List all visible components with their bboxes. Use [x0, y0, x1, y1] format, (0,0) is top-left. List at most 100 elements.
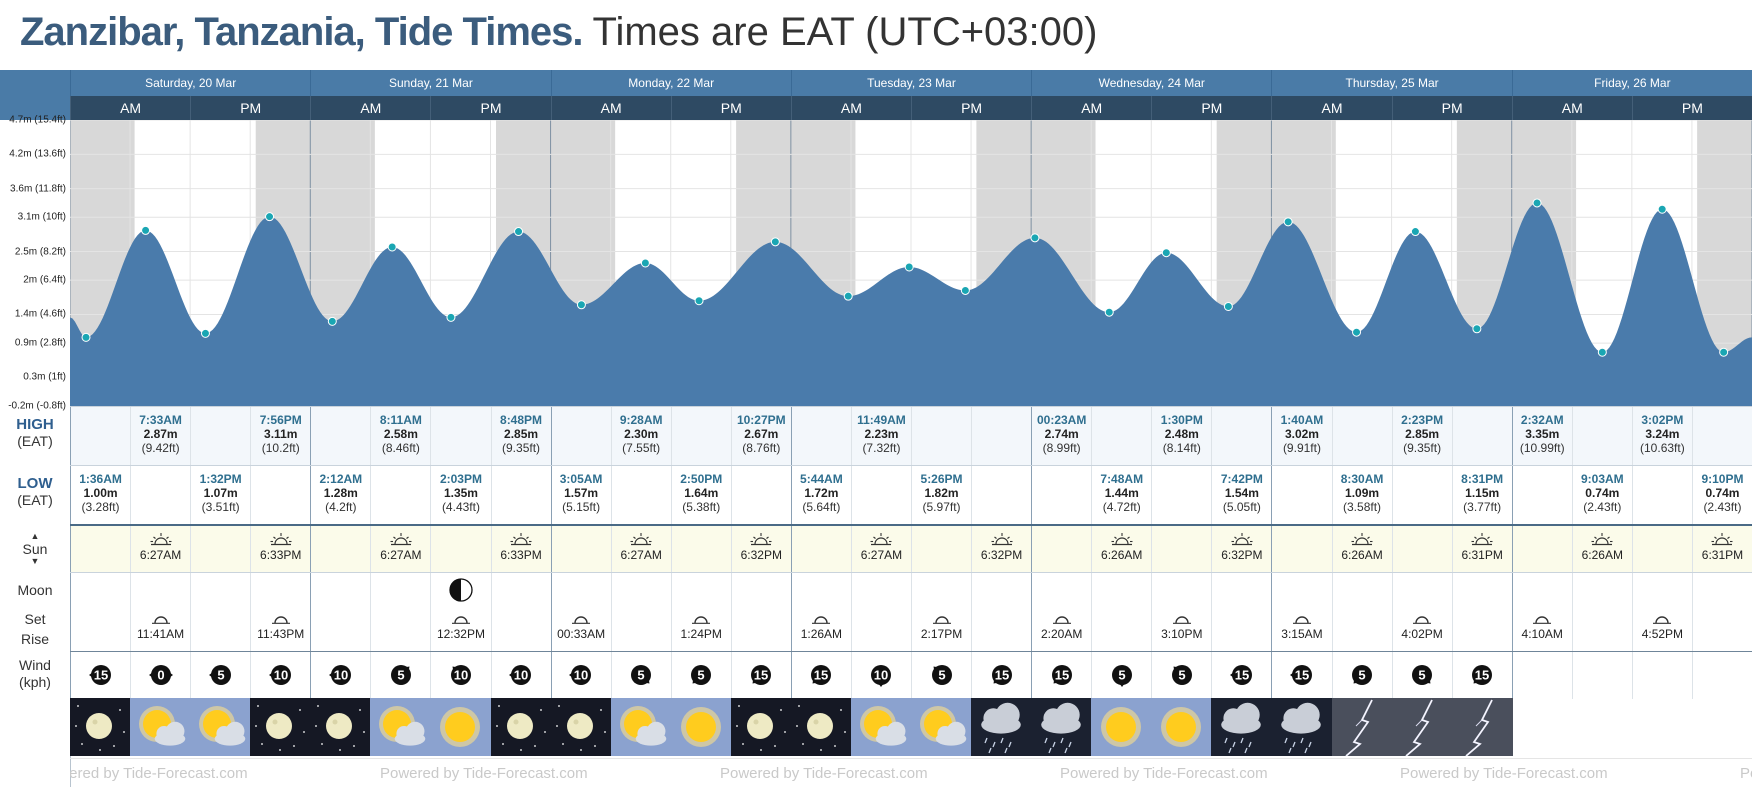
moon-rise-label: Rise [20, 631, 49, 647]
moon-set-entry: 3:15AM [1272, 613, 1331, 641]
ampm-header: AM [1511, 96, 1632, 120]
wind-speed-text: 5 [638, 668, 645, 683]
y-tick-label: 0.3m (1ft) [23, 371, 66, 383]
table-cell [971, 466, 1031, 525]
wind-badge: 5 [1348, 663, 1376, 687]
table-cell [250, 466, 310, 525]
tide-height-m: 1.15m [1465, 486, 1500, 500]
tide-time: 9:28AM [619, 413, 663, 427]
table-cell [1271, 526, 1331, 574]
wind-speed-text: 10 [334, 668, 348, 683]
tide-extreme-point [1532, 198, 1542, 208]
sun-row-label: ▲ Sun ▼ [0, 532, 70, 566]
low-tide-entry: 8:30AM 1.09m (3.58ft) [1333, 472, 1392, 514]
weather-cell [190, 698, 252, 756]
weather-cell [310, 698, 372, 756]
table-cell: 10 [850, 652, 911, 699]
tide-height-ft: (4.43ft) [441, 500, 480, 514]
wind-direction-icon: 5 [691, 665, 712, 685]
sunny-icon [430, 698, 492, 756]
tide-height-m: 1.09m [1345, 486, 1380, 500]
table-cell: 1:32PM 1.07m (3.51ft) [190, 466, 250, 525]
weather-cell [1451, 698, 1513, 756]
table-cell: 5 [610, 652, 671, 699]
sun-time: 6:26AM [1341, 548, 1383, 562]
tide-height-ft: (5.64ft) [802, 500, 841, 514]
wind-label: Wind [19, 657, 51, 673]
weather-cell [70, 698, 131, 756]
moon-rise-entry: 3:10PM [1152, 613, 1211, 641]
wind-badge: 5 [627, 663, 655, 687]
ampm-header: AM [70, 96, 190, 120]
table-cell: 1:26AM [790, 573, 851, 652]
ampm-header: PM [670, 96, 791, 120]
sun-time: 6:32PM [1221, 548, 1263, 562]
partly-cloudy-icon [911, 698, 972, 756]
wind-badge: 15 [1228, 663, 1256, 687]
table-cell [911, 526, 971, 574]
tide-height-ft: (10.63ft) [1640, 441, 1685, 455]
wind-row: 15 0 5 10 10 5 10 10 10 5 5 15 15 10 5 15 15 5 5 15 15 5 5 15 [70, 651, 1752, 699]
table-cell [190, 407, 250, 466]
sun-time: 6:27AM [139, 548, 182, 562]
tide-time: 2:03PM [439, 472, 482, 486]
wind-speed-text: 5 [217, 668, 224, 683]
moon-horizon-icon [572, 616, 591, 624]
tide-height-ft: (9.42ft) [141, 441, 180, 455]
tide-height-ft: (8.14ft) [1162, 441, 1201, 455]
weather-cell [971, 698, 1033, 756]
day-header: Thursday, 25 Mar [1271, 70, 1511, 96]
weather-cell [670, 698, 732, 756]
tide-height-ft: (3.51ft) [201, 500, 240, 514]
sun-time: 6:27AM [620, 548, 662, 562]
moon-time: 4:10AM [1521, 627, 1563, 641]
table-cell [1031, 526, 1091, 574]
table-cell [1211, 407, 1271, 466]
table-cell [670, 526, 731, 574]
high-tide-entry: 1:30PM 2.48m (8.14ft) [1152, 413, 1211, 455]
table-cell: 11:43PM [250, 573, 310, 652]
rain-cloud-icon [1271, 698, 1333, 756]
sun-time: 6:32PM [980, 548, 1023, 562]
table-cell: 10 [250, 652, 310, 699]
moon-rise-entry: 11:43PM [251, 613, 310, 641]
clear-night-icon [70, 698, 131, 756]
high-tide-entry: 1:40AM 3.02m (9.91ft) [1272, 413, 1331, 455]
wind-direction-icon: 5 [931, 665, 952, 685]
high-row-label: HIGH (EAT) [0, 416, 70, 449]
moon-set-entry: 1:26AM [792, 613, 851, 641]
moon-set-entry: 2:20AM [1032, 613, 1091, 641]
ampm-header: PM [1631, 96, 1752, 120]
high-tide-entry: 8:11AM 2.58m (8.46ft) [371, 413, 430, 455]
moon-time: 2:20AM [1040, 627, 1083, 641]
wind-unit-label: (kph) [19, 674, 51, 690]
table-cell: 6:32PM [971, 526, 1031, 574]
moon-label: Moon [17, 582, 53, 598]
watermark-row: Powered by Tide-Forecast.com Powered by T… [70, 758, 1752, 787]
wind-speed-text: 15 [1295, 668, 1309, 683]
tide-height-ft: (9.91ft) [1282, 441, 1321, 455]
sunrise-icon [390, 533, 412, 546]
tide-height-m: 1.72m [804, 486, 839, 500]
wind-direction-icon: 5 [1171, 665, 1192, 685]
tide-extreme-point [770, 237, 780, 247]
low-tide-entry: 8:31PM 1.15m (3.77ft) [1453, 472, 1512, 514]
table-cell [310, 407, 370, 466]
sunrise-icon [870, 533, 892, 546]
sun-rise-entry: 6:26AM [1333, 526, 1392, 562]
moon-horizon-icon [151, 616, 170, 624]
clear-night-icon [730, 698, 792, 756]
tide-time: 8:11AM [379, 413, 422, 427]
moon-set-entry: 4:10AM [1513, 613, 1572, 641]
wind-badge: 15 [807, 663, 835, 687]
rain-cloud-icon [1031, 698, 1093, 756]
wind-direction-icon: 10 [450, 665, 471, 685]
y-tick-label: -0.2m (-0.8ft) [8, 400, 66, 412]
weather-cell [1271, 698, 1333, 756]
weather-cell [130, 698, 192, 756]
moon-time: 1:26AM [800, 627, 843, 641]
tide-extreme-point [265, 212, 275, 222]
weather-cell [1091, 698, 1153, 756]
moon-horizon-icon [1292, 616, 1311, 624]
sun-set-entry: 6:31PM [1693, 526, 1752, 562]
